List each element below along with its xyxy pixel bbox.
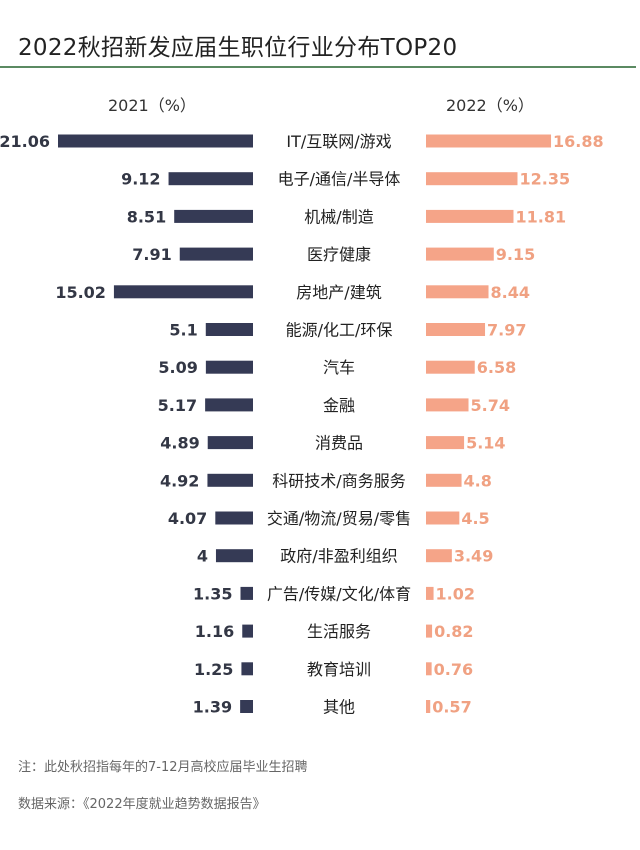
- bar-2021-3: [179, 247, 253, 261]
- bar-2021-13: [242, 624, 253, 638]
- bar-2021-14: [241, 662, 253, 676]
- value-label-2022-15: 0.57: [432, 698, 471, 717]
- bar-2022-3: [426, 247, 494, 261]
- bar-2021-12: [240, 586, 253, 600]
- category-label-2: 机械/制造: [304, 207, 373, 226]
- footnote: 注：此处秋招指每年的7-12月高校应届毕业生招聘: [18, 760, 308, 775]
- value-label-2022-4: 8.44: [491, 283, 530, 302]
- title-divider: [0, 66, 636, 68]
- value-label-2022-0: 16.88: [553, 132, 604, 151]
- value-label-2022-13: 0.82: [434, 622, 473, 641]
- value-label-2022-8: 5.14: [466, 434, 505, 453]
- bar-2022-7: [426, 398, 469, 412]
- bar-2022-11: [426, 549, 452, 563]
- bar-2022-10: [426, 511, 460, 525]
- bar-chart: 21.06 16.88 IT/互联网/游戏 9.12 12.35 电子/通信/半导体 8.5…: [0, 132, 604, 717]
- bar-2022-4: [426, 285, 489, 299]
- value-label-2022-5: 7.97: [487, 321, 526, 340]
- value-label-2021-12: 1.35: [193, 584, 232, 603]
- bar-2021-9: [207, 473, 253, 487]
- value-label-2022-12: 1.02: [436, 584, 475, 603]
- bar-2022-0: [426, 134, 552, 148]
- category-label-1: 电子/通信/半导体: [278, 170, 401, 189]
- bar-2022-15: [426, 700, 431, 713]
- value-label-2021-7: 5.17: [158, 396, 197, 415]
- category-label-10: 交通/物流/贸易/零售: [267, 509, 411, 528]
- bar-2021-8: [207, 436, 253, 450]
- bar-2021-10: [215, 511, 253, 525]
- value-label-2021-11: 4: [197, 547, 208, 566]
- value-label-2022-2: 11.81: [515, 207, 566, 226]
- bar-2022-8: [426, 436, 465, 450]
- value-label-2021-4: 15.02: [55, 283, 106, 302]
- bar-2021-5: [205, 323, 253, 336]
- value-label-2021-1: 9.12: [121, 170, 160, 189]
- category-label-5: 能源/化工/环保: [286, 321, 393, 340]
- bar-2021-4: [113, 285, 253, 299]
- value-label-2021-0: 21.06: [0, 132, 50, 151]
- bar-2022-5: [426, 323, 486, 336]
- value-label-2021-14: 1.25: [194, 660, 233, 679]
- category-label-6: 汽车: [323, 358, 355, 377]
- category-label-4: 房地产/建筑: [296, 283, 381, 302]
- bar-2021-6: [205, 360, 253, 374]
- category-label-8: 消费品: [315, 434, 363, 453]
- category-label-13: 生活服务: [307, 622, 371, 641]
- category-label-15: 其他: [323, 698, 355, 717]
- value-label-2021-8: 4.89: [160, 434, 199, 453]
- bar-2021-7: [205, 398, 253, 412]
- category-label-11: 政府/非盈利组织: [280, 547, 397, 566]
- bar-2021-0: [58, 134, 253, 148]
- value-label-2021-5: 5.1: [169, 321, 197, 340]
- bar-2021-1: [168, 172, 253, 186]
- category-label-3: 医疗健康: [307, 245, 371, 264]
- value-label-2022-9: 4.8: [464, 471, 492, 490]
- category-label-9: 科研技术/商务服务: [272, 471, 405, 490]
- value-label-2022-7: 5.74: [471, 396, 510, 415]
- bar-2022-12: [426, 586, 434, 600]
- value-label-2022-1: 12.35: [519, 170, 570, 189]
- value-label-2022-11: 3.49: [454, 547, 493, 566]
- value-label-2021-13: 1.16: [195, 622, 234, 641]
- bar-2022-13: [426, 624, 433, 638]
- chart-title: 2022秋招新发应届生职位行业分布TOP20: [18, 35, 458, 61]
- category-label-0: IT/互联网/游戏: [286, 132, 391, 151]
- bar-2021-11: [215, 549, 253, 563]
- bar-2021-2: [174, 209, 253, 223]
- value-label-2021-9: 4.92: [160, 471, 199, 490]
- value-label-2022-14: 0.76: [434, 660, 473, 679]
- value-label-2021-3: 7.91: [132, 245, 171, 264]
- value-label-2022-10: 4.5: [461, 509, 489, 528]
- bar-2022-14: [426, 662, 432, 676]
- category-label-12: 广告/传媒/文化/体育: [267, 584, 411, 603]
- legend-2022: 2022（%）: [446, 96, 534, 115]
- value-label-2022-6: 6.58: [477, 358, 516, 377]
- value-label-2021-10: 4.07: [168, 509, 207, 528]
- bar-2022-2: [426, 209, 514, 223]
- value-label-2022-3: 9.15: [496, 245, 535, 264]
- bar-2022-9: [426, 473, 462, 487]
- value-label-2021-2: 8.51: [127, 207, 166, 226]
- value-label-2021-15: 1.39: [193, 698, 232, 717]
- category-label-14: 教育培训: [307, 660, 371, 679]
- bar-2021-15: [240, 700, 253, 713]
- value-label-2021-6: 5.09: [158, 358, 197, 377]
- bar-2022-6: [426, 360, 475, 374]
- category-label-7: 金融: [323, 396, 355, 415]
- legend-2021: 2021（%）: [108, 96, 196, 115]
- bar-2022-1: [426, 172, 518, 186]
- data-source: 数据来源：《2022年度就业趋势数据报告》: [18, 797, 266, 812]
